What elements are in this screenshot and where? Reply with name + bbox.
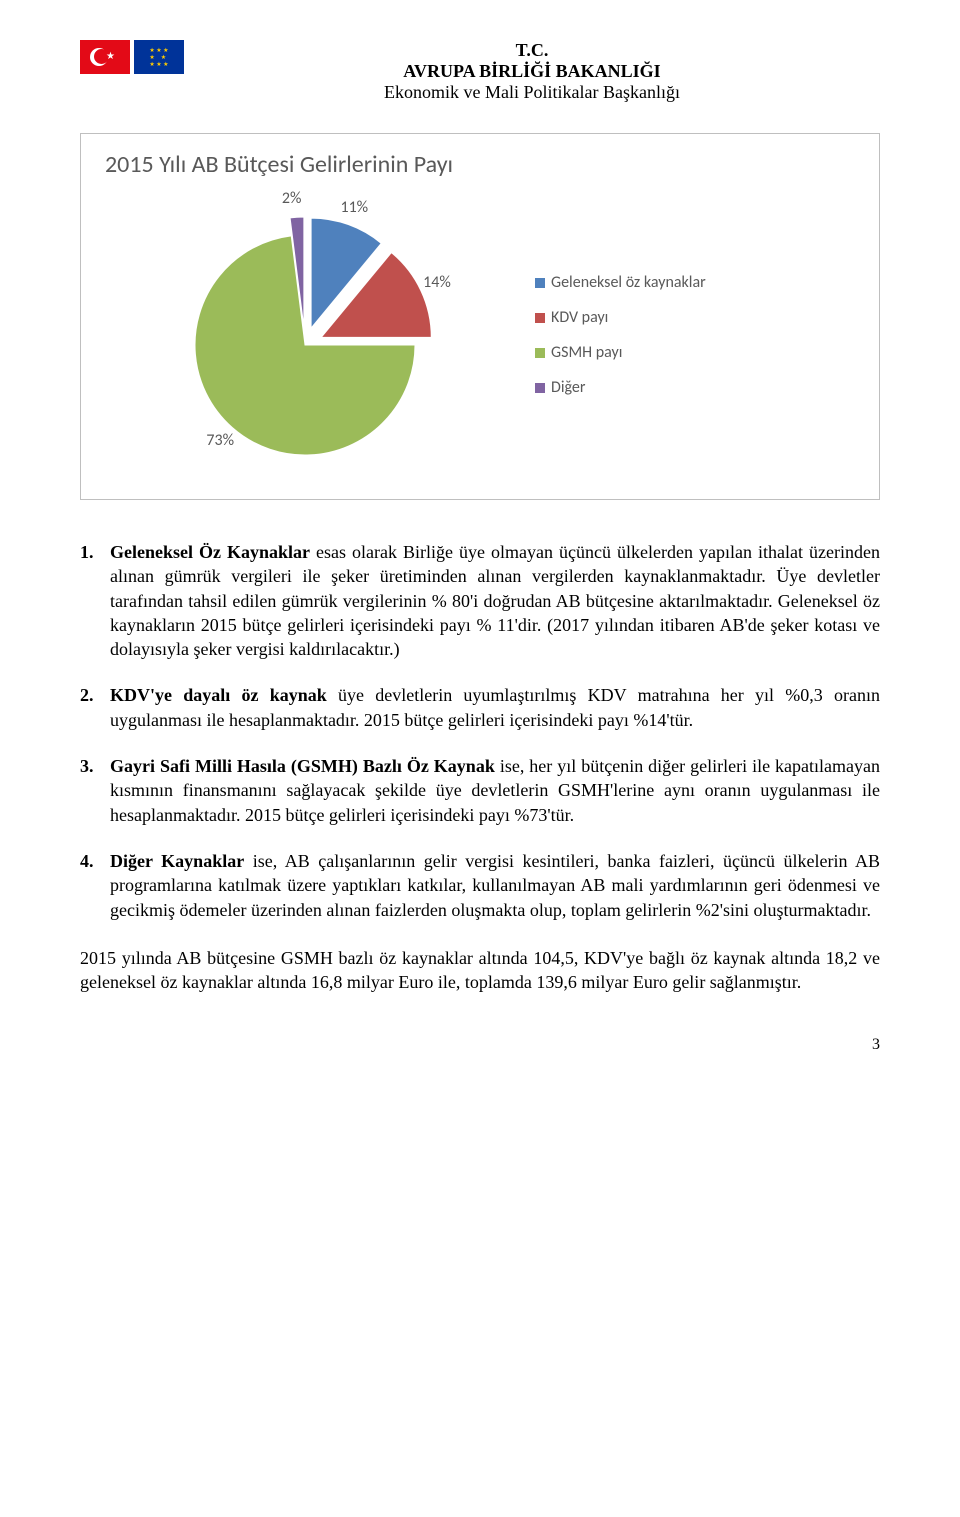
chart-body: 11% 14% 73% 2% Geleneksel öz kaynaklar K… [105,195,855,475]
list-item: Gayri Safi Milli Hasıla (GSMH) Bazlı Öz … [80,754,880,827]
legend-item-diger: Diğer [535,378,706,397]
revenue-sources-list: Geleneksel Öz Kaynaklar esas olarak Birl… [80,540,880,922]
legend-item-geleneksel: Geleneksel öz kaynaklar [535,273,706,292]
eu-flag-icon: ★ ★ ★★ ★★ ★ ★ [134,40,184,74]
header-department: Ekonomik ve Mali Politikalar Başkanlığı [184,82,880,103]
legend-label: GSMH payı [551,343,622,362]
legend-swatch-icon [535,313,545,323]
turkey-flag-icon: ★ [80,40,130,74]
chart-legend: Geleneksel öz kaynaklar KDV payı GSMH pa… [535,273,706,397]
pie-chart-container: 2015 Yılı AB Bütçesi Gelirlerinin Payı 1… [80,133,880,500]
item-lead: Geleneksel Öz Kaynaklar [110,542,310,562]
item-lead: KDV'ye dayalı öz kaynak [110,685,327,705]
legend-swatch-icon [535,383,545,393]
page-number: 3 [872,1036,880,1054]
header-ministry: AVRUPA BİRLİĞİ BAKANLIĞI [184,61,880,82]
legend-item-gsmh: GSMH payı [535,343,706,362]
header-flags: ★ ★ ★ ★★ ★★ ★ ★ [80,40,184,74]
header-text-block: T.C. AVRUPA BİRLİĞİ BAKANLIĞI Ekonomik v… [184,40,880,103]
header-country-code: T.C. [184,40,880,61]
legend-swatch-icon [535,278,545,288]
list-item: Diğer Kaynaklar ise, AB çalışanlarının g… [80,849,880,922]
list-item: Geleneksel Öz Kaynaklar esas olarak Birl… [80,540,880,661]
pie-label-gsmh: 73% [206,431,234,450]
pie-label-diger: 2% [282,189,302,208]
pie-chart: 11% 14% 73% 2% [105,195,505,475]
closing-paragraph: 2015 yılında AB bütçesine GSMH bazlı öz … [80,946,880,995]
item-lead: Diğer Kaynaklar [110,851,244,871]
list-item: KDV'ye dayalı öz kaynak üye devletlerin … [80,683,880,732]
legend-label: KDV payı [551,308,608,327]
item-lead: Gayri Safi Milli Hasıla (GSMH) Bazlı Öz … [110,756,495,776]
pie-label-kdv: 14% [423,273,451,292]
legend-label: Geleneksel öz kaynaklar [551,273,706,292]
pie-label-geleneksel: 11% [340,198,368,217]
legend-item-kdv: KDV payı [535,308,706,327]
pie-svg [145,205,465,465]
legend-label: Diğer [551,378,585,397]
legend-swatch-icon [535,348,545,358]
chart-title: 2015 Yılı AB Bütçesi Gelirlerinin Payı [105,150,855,179]
page-header: ★ ★ ★ ★★ ★★ ★ ★ T.C. AVRUPA BİRLİĞİ BAKA… [80,40,880,103]
